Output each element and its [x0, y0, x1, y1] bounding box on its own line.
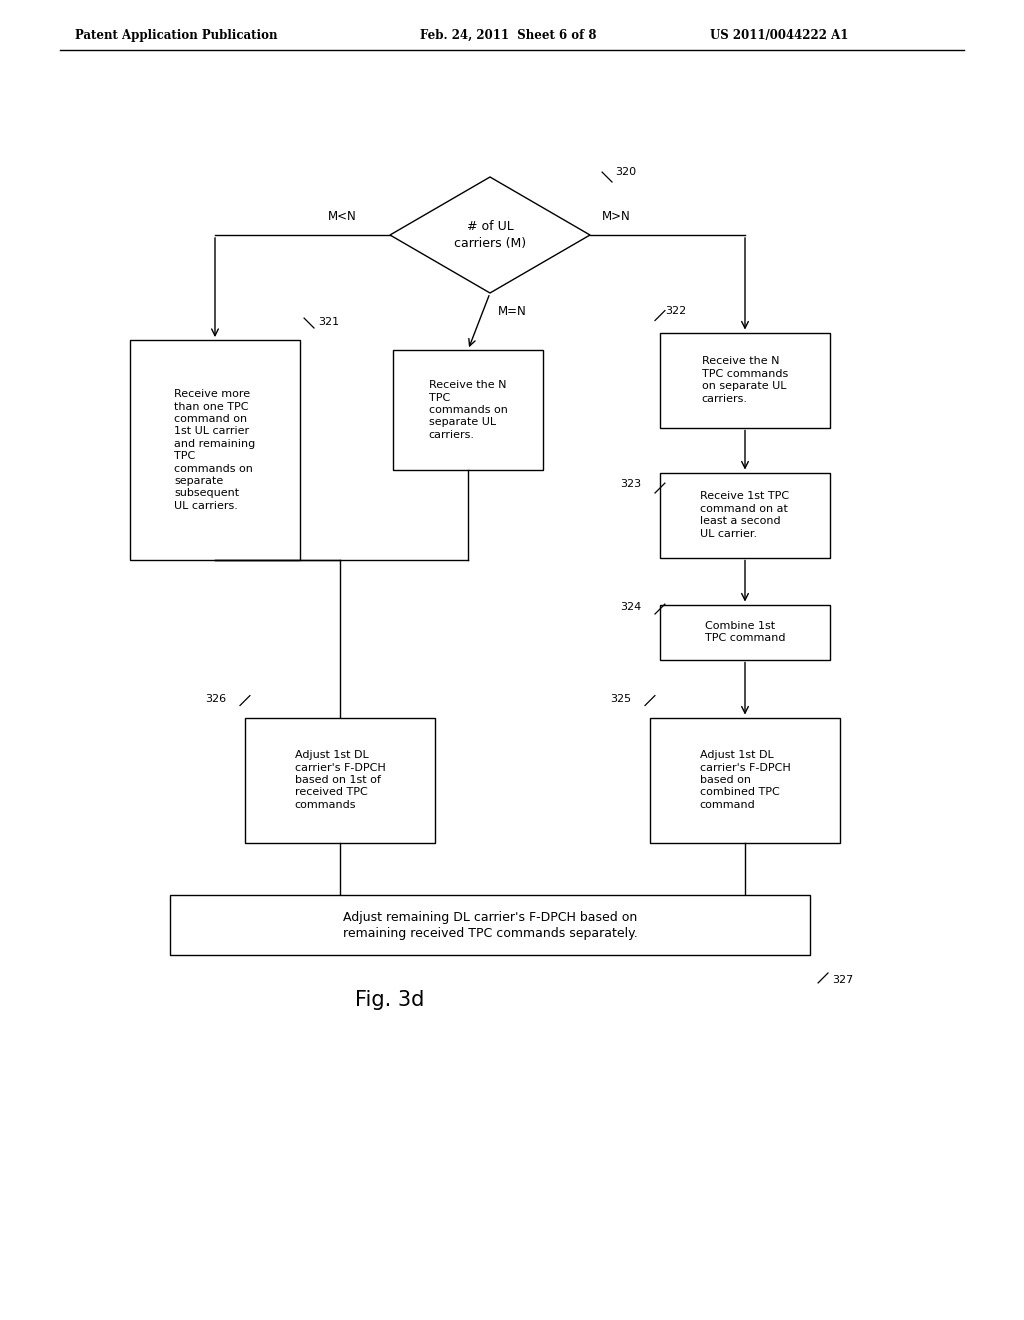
- Text: Feb. 24, 2011  Sheet 6 of 8: Feb. 24, 2011 Sheet 6 of 8: [420, 29, 597, 41]
- Text: M=N: M=N: [498, 305, 526, 318]
- Text: Receive 1st TPC
command on at
least a second
UL carrier.: Receive 1st TPC command on at least a se…: [700, 491, 790, 539]
- Bar: [660, 333, 830, 428]
- Text: Adjust 1st DL
carrier's F-DPCH
based on 1st of
received TPC
commands: Adjust 1st DL carrier's F-DPCH based on …: [295, 750, 385, 809]
- Text: Adjust 1st DL
carrier's F-DPCH
based on
combined TPC
command: Adjust 1st DL carrier's F-DPCH based on …: [699, 750, 791, 809]
- Text: 327: 327: [831, 975, 853, 985]
- Bar: [650, 718, 840, 842]
- Bar: [170, 895, 810, 954]
- Text: Fig. 3d: Fig. 3d: [355, 990, 425, 1010]
- Text: Receive more
than one TPC
command on
1st UL carrier
and remaining
TPC
commands o: Receive more than one TPC command on 1st…: [174, 389, 256, 511]
- Text: M>N: M>N: [602, 210, 631, 223]
- Text: Adjust remaining DL carrier's F-DPCH based on
remaining received TPC commands se: Adjust remaining DL carrier's F-DPCH bas…: [343, 911, 637, 940]
- Text: 325: 325: [610, 693, 631, 704]
- Bar: [393, 350, 543, 470]
- Text: Receive the N
TPC
commands on
separate UL
carriers.: Receive the N TPC commands on separate U…: [429, 380, 508, 440]
- Text: Combine 1st
TPC command: Combine 1st TPC command: [705, 620, 785, 643]
- Text: Patent Application Publication: Patent Application Publication: [75, 29, 278, 41]
- Bar: [660, 473, 830, 557]
- Text: 320: 320: [615, 168, 636, 177]
- Text: # of UL
carriers (M): # of UL carriers (M): [454, 220, 526, 249]
- Text: 326: 326: [205, 693, 226, 704]
- Bar: [130, 341, 300, 560]
- Text: 322: 322: [665, 306, 686, 317]
- Bar: [660, 605, 830, 660]
- Text: US 2011/0044222 A1: US 2011/0044222 A1: [710, 29, 848, 41]
- Text: 321: 321: [318, 317, 339, 327]
- Text: 323: 323: [620, 479, 641, 488]
- Text: M<N: M<N: [328, 210, 356, 223]
- Text: Receive the N
TPC commands
on separate UL
carriers.: Receive the N TPC commands on separate U…: [701, 356, 788, 404]
- Bar: [245, 718, 435, 842]
- Text: 324: 324: [620, 602, 641, 612]
